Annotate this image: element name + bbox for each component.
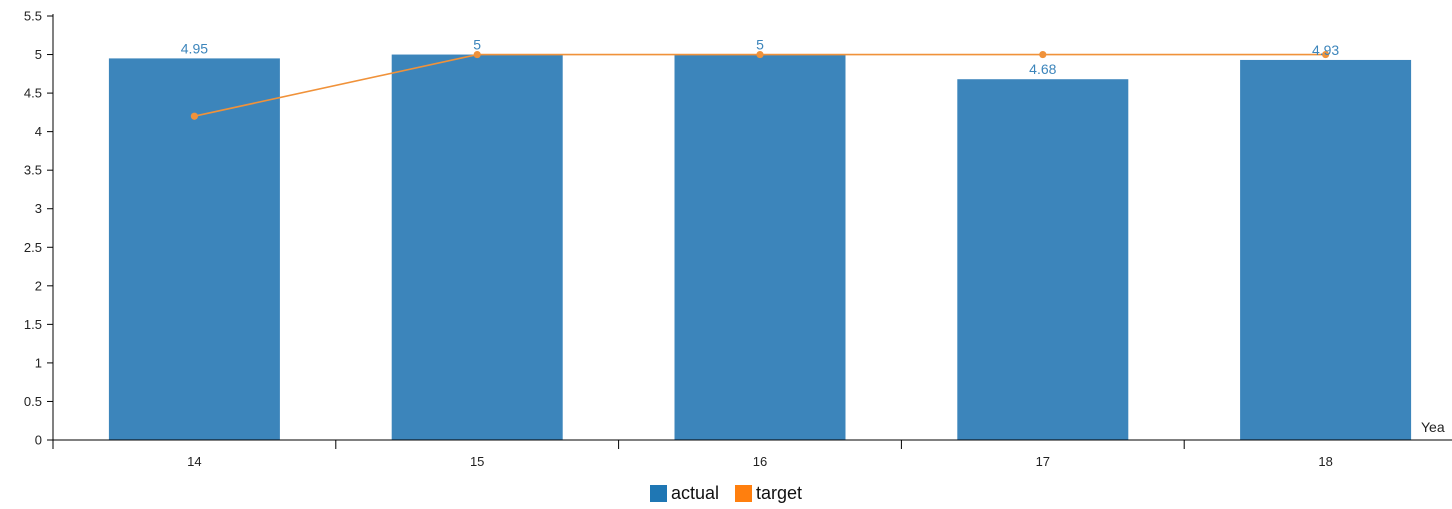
data-label-18: 4.93 bbox=[1312, 42, 1339, 58]
y-tick-label-0: 0 bbox=[35, 433, 42, 448]
legend-item-actual[interactable]: actual bbox=[649, 483, 719, 504]
y-tick-label-1.5: 1.5 bbox=[24, 317, 42, 332]
legend: actual target bbox=[0, 483, 1452, 504]
point-target-16 bbox=[756, 50, 764, 59]
point-target-15 bbox=[473, 50, 481, 59]
y-tick-label-4.5: 4.5 bbox=[24, 86, 42, 101]
y-tick-label-4: 4 bbox=[35, 124, 42, 139]
point-target-17 bbox=[1039, 50, 1047, 59]
bar-actual-14 bbox=[108, 58, 280, 441]
actual-bars bbox=[108, 54, 1412, 441]
bar-actual-17 bbox=[957, 79, 1129, 441]
x-axis-title: Yea bbox=[1421, 419, 1445, 435]
legend-item-target[interactable]: target bbox=[735, 483, 802, 504]
x-tick-label-14: 14 bbox=[187, 454, 201, 469]
x-tick-label-17: 17 bbox=[1036, 454, 1050, 469]
y-tick-label-2: 2 bbox=[35, 278, 42, 293]
y-tick-label-0.5: 0.5 bbox=[24, 394, 42, 409]
y-tick-label-1: 1 bbox=[35, 355, 42, 370]
y-tick-label-5.5: 5.5 bbox=[24, 9, 42, 24]
data-label-14: 4.95 bbox=[181, 40, 208, 56]
y-tick-label-2.5: 2.5 bbox=[24, 240, 42, 255]
y-tick-label-3: 3 bbox=[35, 201, 42, 216]
target-line-series bbox=[190, 50, 1330, 120]
bar-actual-18 bbox=[1240, 59, 1412, 440]
bar-actual-15 bbox=[391, 54, 563, 440]
x-tick-label-16: 16 bbox=[753, 454, 767, 469]
data-label-15: 5 bbox=[473, 37, 481, 53]
combo-chart: 4.95 5 5 4.68 4.93 0 0.5 1 1.5 2 2.5 3 3.5 4 4.5 5 5.5 1… bbox=[24, 9, 1452, 469]
y-tick-label-5: 5 bbox=[35, 47, 42, 62]
target-swatch-icon bbox=[735, 485, 752, 502]
point-target-14 bbox=[190, 112, 198, 120]
data-label-16: 5 bbox=[756, 37, 764, 53]
bar-actual-16 bbox=[674, 54, 846, 440]
point-target-18 bbox=[1322, 50, 1330, 59]
data-labels: 4.95 5 5 4.68 4.93 bbox=[181, 37, 1340, 78]
data-label-17: 4.68 bbox=[1029, 61, 1056, 77]
axes: 0 0.5 1 1.5 2 2.5 3 3.5 4 4.5 5 5.5 14 15 16 17 18 bbox=[24, 9, 1452, 469]
legend-label-actual: actual bbox=[670, 483, 719, 503]
legend-label-target: target bbox=[756, 483, 803, 503]
x-tick-label-18: 18 bbox=[1318, 454, 1332, 469]
x-tick-label-15: 15 bbox=[470, 454, 484, 469]
actual-swatch-icon bbox=[649, 485, 667, 502]
y-tick-label-3.5: 3.5 bbox=[24, 163, 42, 178]
